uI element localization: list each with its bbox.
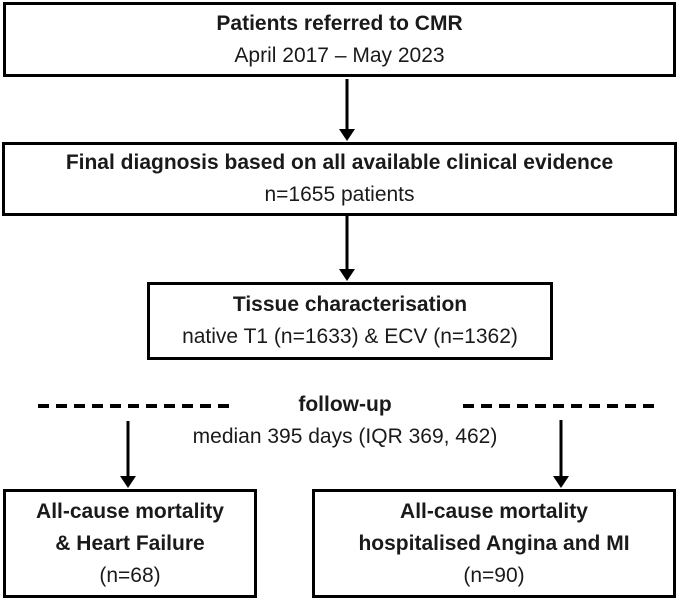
box-subtitle: (n=68) bbox=[99, 563, 161, 587]
down-arrow-icon bbox=[120, 421, 136, 488]
box-title-line1: All-cause mortality bbox=[400, 499, 588, 523]
arrow-head bbox=[553, 476, 569, 488]
arrow-head bbox=[120, 476, 136, 488]
box-subtitle: native T1 (n=1633) & ECV (n=1362) bbox=[182, 325, 518, 348]
box-outcome-mortality-hf: All-cause mortality & Heart Failure (n=6… bbox=[3, 489, 257, 598]
arrow-shaft bbox=[559, 420, 563, 478]
box-subtitle: April 2017 – May 2023 bbox=[234, 43, 445, 67]
arrow-shaft bbox=[345, 79, 349, 131]
down-arrow-icon bbox=[553, 420, 569, 488]
box-title-line2: hospitalised Angina and MI bbox=[358, 531, 630, 555]
down-arrow-icon bbox=[339, 216, 355, 281]
box-title: Tissue characterisation bbox=[232, 293, 468, 316]
arrow-shaft bbox=[126, 421, 130, 478]
box-title: Patients referred to CMR bbox=[216, 11, 463, 35]
followup-median-text: median 395 days (IQR 369, 462) bbox=[192, 425, 498, 448]
box-tissue-characterisation: Tissue characterisation native T1 (n=163… bbox=[147, 282, 553, 360]
box-title-line2: & Heart Failure bbox=[55, 531, 205, 555]
dashed-line-right bbox=[463, 404, 660, 408]
box-title-line1: All-cause mortality bbox=[36, 499, 224, 523]
box-final-diagnosis: Final diagnosis based on all available c… bbox=[2, 142, 677, 216]
dashed-line-left bbox=[38, 404, 234, 408]
arrow-head bbox=[339, 129, 355, 141]
arrow-shaft bbox=[345, 216, 349, 271]
box-title: Final diagnosis based on all available c… bbox=[65, 151, 614, 174]
down-arrow-icon bbox=[339, 79, 355, 141]
box-outcome-mortality-angina-mi: All-cause mortality hospitalised Angina … bbox=[312, 489, 676, 598]
box-patients-referred: Patients referred to CMR April 2017 – Ma… bbox=[3, 2, 676, 77]
box-subtitle: n=1655 patients bbox=[264, 183, 415, 206]
followup-label: follow-up bbox=[298, 393, 392, 416]
box-subtitle: (n=90) bbox=[463, 563, 525, 587]
arrow-head bbox=[339, 269, 355, 281]
